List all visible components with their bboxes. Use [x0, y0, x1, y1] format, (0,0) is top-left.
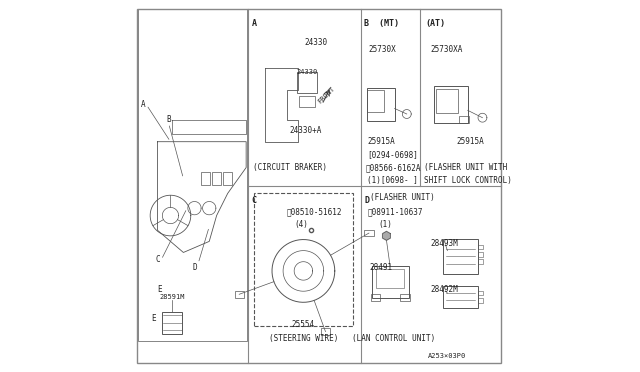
Text: (4): (4) — [294, 220, 308, 229]
Text: (STEERING WIRE): (STEERING WIRE) — [269, 334, 338, 343]
Text: Ⓝ08510-51612: Ⓝ08510-51612 — [287, 207, 342, 217]
Bar — [297, 73, 317, 93]
Bar — [162, 311, 182, 334]
Bar — [364, 230, 374, 236]
Bar — [223, 172, 232, 185]
Text: A: A — [252, 19, 257, 28]
Text: [0294-0698]: [0294-0698] — [367, 150, 418, 159]
Text: (AT): (AT) — [425, 19, 445, 28]
Bar — [201, 172, 210, 185]
Text: (1)[0698- ]: (1)[0698- ] — [367, 176, 418, 185]
Polygon shape — [383, 231, 390, 240]
Bar — [367, 90, 384, 112]
Text: Ⓝ08566-6162A: Ⓝ08566-6162A — [365, 163, 421, 172]
Bar — [478, 245, 483, 249]
Bar — [443, 286, 478, 308]
Bar — [436, 89, 458, 113]
Text: 25554: 25554 — [292, 320, 315, 329]
Text: Ⓞ08911-10637: Ⓞ08911-10637 — [367, 207, 423, 217]
Text: 28591M: 28591M — [159, 294, 185, 300]
Bar — [400, 294, 410, 301]
Text: 24330+A: 24330+A — [289, 126, 321, 135]
Text: (1): (1) — [378, 220, 392, 229]
Text: C: C — [252, 196, 257, 205]
Bar — [435, 86, 468, 123]
Bar — [443, 238, 478, 274]
Bar — [299, 96, 316, 107]
Text: D: D — [192, 263, 196, 272]
Text: E: E — [157, 285, 162, 294]
Bar — [460, 116, 468, 123]
Text: (LAN CONTROL UNIT): (LAN CONTROL UNIT) — [352, 334, 435, 343]
Bar — [478, 252, 483, 257]
Text: A253×03P0: A253×03P0 — [428, 353, 466, 359]
Bar — [367, 88, 395, 121]
Bar — [321, 328, 330, 335]
Text: 25915A: 25915A — [367, 137, 395, 146]
Bar — [371, 294, 380, 301]
Text: 25730XA: 25730XA — [431, 45, 463, 54]
Text: SHIFT LOCK CONTROL): SHIFT LOCK CONTROL) — [424, 176, 513, 185]
Bar — [138, 9, 247, 341]
Text: 24330: 24330 — [296, 68, 317, 74]
Text: 25730X: 25730X — [368, 45, 396, 54]
Text: 24330: 24330 — [305, 38, 328, 46]
Text: 28492M: 28492M — [431, 285, 458, 294]
Text: 28491: 28491 — [370, 263, 393, 272]
Text: C: C — [156, 255, 160, 264]
Bar — [235, 291, 244, 298]
Bar — [253, 193, 353, 326]
Text: (CIRCUIT BRAKER): (CIRCUIT BRAKER) — [253, 163, 328, 172]
Text: 28493M: 28493M — [431, 239, 458, 248]
Bar — [478, 298, 483, 303]
Text: E: E — [152, 314, 156, 323]
Text: (FLASHER UNIT WITH: (FLASHER UNIT WITH — [424, 163, 508, 172]
Bar — [212, 172, 221, 185]
Text: FRONT: FRONT — [317, 86, 336, 105]
Text: B: B — [166, 115, 171, 124]
Text: B  (MT): B (MT) — [364, 19, 399, 28]
Bar — [478, 260, 483, 264]
Bar — [376, 269, 404, 288]
Text: (FLASHER UNIT): (FLASHER UNIT) — [370, 193, 435, 202]
Text: A: A — [140, 100, 145, 109]
Bar — [372, 266, 408, 298]
Text: 25915A: 25915A — [456, 137, 484, 146]
Bar — [478, 291, 483, 295]
Text: D: D — [364, 196, 369, 205]
